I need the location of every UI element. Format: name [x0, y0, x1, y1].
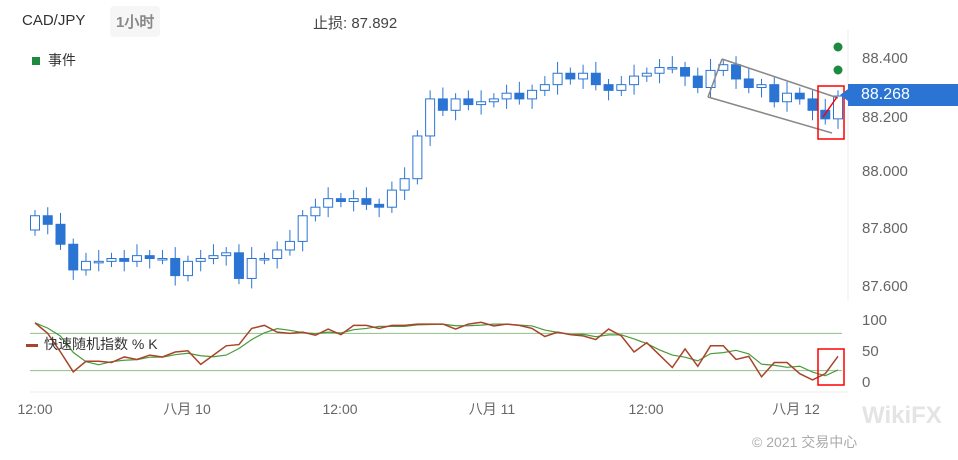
candle-body	[463, 98, 474, 106]
candle-body	[514, 92, 525, 100]
candle-body	[527, 89, 538, 100]
candle-body	[284, 240, 295, 251]
candle-body	[412, 135, 423, 180]
candle-body	[157, 258, 168, 261]
candle-body	[182, 260, 193, 277]
stoch-highlight-box	[817, 348, 845, 386]
current-price-tag: 88.268	[840, 84, 958, 106]
channel-edge-line	[707, 58, 723, 98]
candle-body	[616, 84, 627, 91]
candle-body	[335, 198, 346, 202]
candle-body	[654, 67, 665, 74]
y-tick: 87.600	[862, 278, 908, 295]
timeframe-button[interactable]: 1小时	[110, 6, 161, 37]
y-tick: 87.800	[862, 220, 908, 237]
annotation-arrow	[822, 96, 838, 118]
x-tick: 12:00	[322, 401, 358, 417]
candle-body	[374, 203, 385, 208]
candle-body	[399, 178, 410, 191]
candle-body	[93, 260, 104, 264]
legend-stoch-k[interactable]: 快速随机指数 % K	[26, 334, 158, 354]
candle-body	[131, 255, 142, 262]
event-marker	[833, 65, 843, 75]
candle-body	[425, 98, 436, 137]
candle-body	[488, 98, 499, 103]
candle-body	[272, 249, 283, 259]
x-tick: 八月 10	[163, 401, 211, 417]
candle-body	[680, 67, 691, 77]
candle-body	[450, 98, 461, 111]
candle-body	[361, 198, 372, 205]
candle-body	[106, 258, 117, 262]
candle-body	[386, 189, 397, 208]
candle-body	[68, 243, 79, 271]
line-swatch-icon	[26, 343, 38, 347]
candle-body	[195, 258, 206, 262]
stop-loss: 止损: 87.892	[313, 12, 397, 33]
candle-body	[756, 84, 767, 89]
candle-body	[743, 78, 754, 88]
stop-loss-label: 止损:	[313, 15, 348, 32]
candle-body	[119, 258, 130, 262]
x-tick: 12:00	[628, 401, 664, 417]
candle-body	[348, 198, 359, 202]
candle-body	[170, 258, 181, 277]
legend-events[interactable]: 事件	[32, 50, 76, 70]
symbol-label: CAD/JPY	[22, 12, 86, 29]
candle-body	[55, 223, 66, 245]
candle-body	[476, 101, 487, 106]
candle-body	[297, 215, 308, 242]
candle-body	[501, 92, 512, 100]
candle-body	[233, 252, 244, 279]
y-tick: 88.400	[862, 50, 908, 67]
y-tick: 88.200	[862, 109, 908, 126]
candle-body	[552, 72, 563, 86]
candle-body	[539, 84, 550, 91]
candle-body	[565, 72, 576, 80]
stoch-y-tick: 50	[862, 343, 879, 360]
candle-body	[629, 75, 640, 86]
candle-body	[705, 69, 716, 89]
stoch-k-line	[34, 321, 839, 381]
candle-body	[30, 215, 40, 231]
event-marker-icon	[32, 57, 40, 65]
x-tick: 八月 12	[772, 401, 820, 417]
x-tick: 八月 11	[468, 401, 516, 417]
candle-body	[80, 260, 91, 271]
channel-lower-line	[707, 96, 833, 134]
candle-body	[323, 198, 334, 208]
x-tick: 12:00	[17, 401, 53, 417]
candle-body	[731, 64, 742, 80]
candle-body	[667, 67, 678, 70]
copyright: © 2021 交易中心	[752, 434, 858, 450]
legend-stoch-label: 快速随机指数 % K	[44, 336, 158, 352]
highlight-box	[817, 85, 845, 140]
candle-body	[769, 84, 780, 103]
candle-body	[641, 72, 652, 77]
watermark-logo: WikiFX	[862, 402, 942, 429]
candle-body	[246, 258, 257, 279]
candle-body	[578, 72, 589, 80]
y-tick: 88.000	[862, 163, 908, 180]
candle-body	[807, 98, 818, 111]
candle-body	[144, 255, 155, 259]
candle-body	[794, 92, 805, 100]
candle-body	[603, 84, 614, 91]
candle-body	[590, 72, 601, 86]
candle-body	[221, 252, 232, 257]
candle-body	[437, 98, 448, 111]
stoch-y-tick: 0	[862, 374, 871, 391]
stoch-y-tick: 100	[862, 312, 888, 329]
candle-body	[310, 206, 321, 217]
legend-events-label: 事件	[48, 52, 76, 68]
event-marker	[833, 42, 843, 52]
candle-body	[782, 92, 793, 103]
candle-body	[259, 258, 270, 261]
candle-body	[42, 215, 53, 225]
candle-body	[692, 75, 703, 88]
stop-loss-value: 87.892	[351, 15, 398, 32]
candle-body	[208, 255, 219, 259]
candle-body	[833, 95, 843, 120]
